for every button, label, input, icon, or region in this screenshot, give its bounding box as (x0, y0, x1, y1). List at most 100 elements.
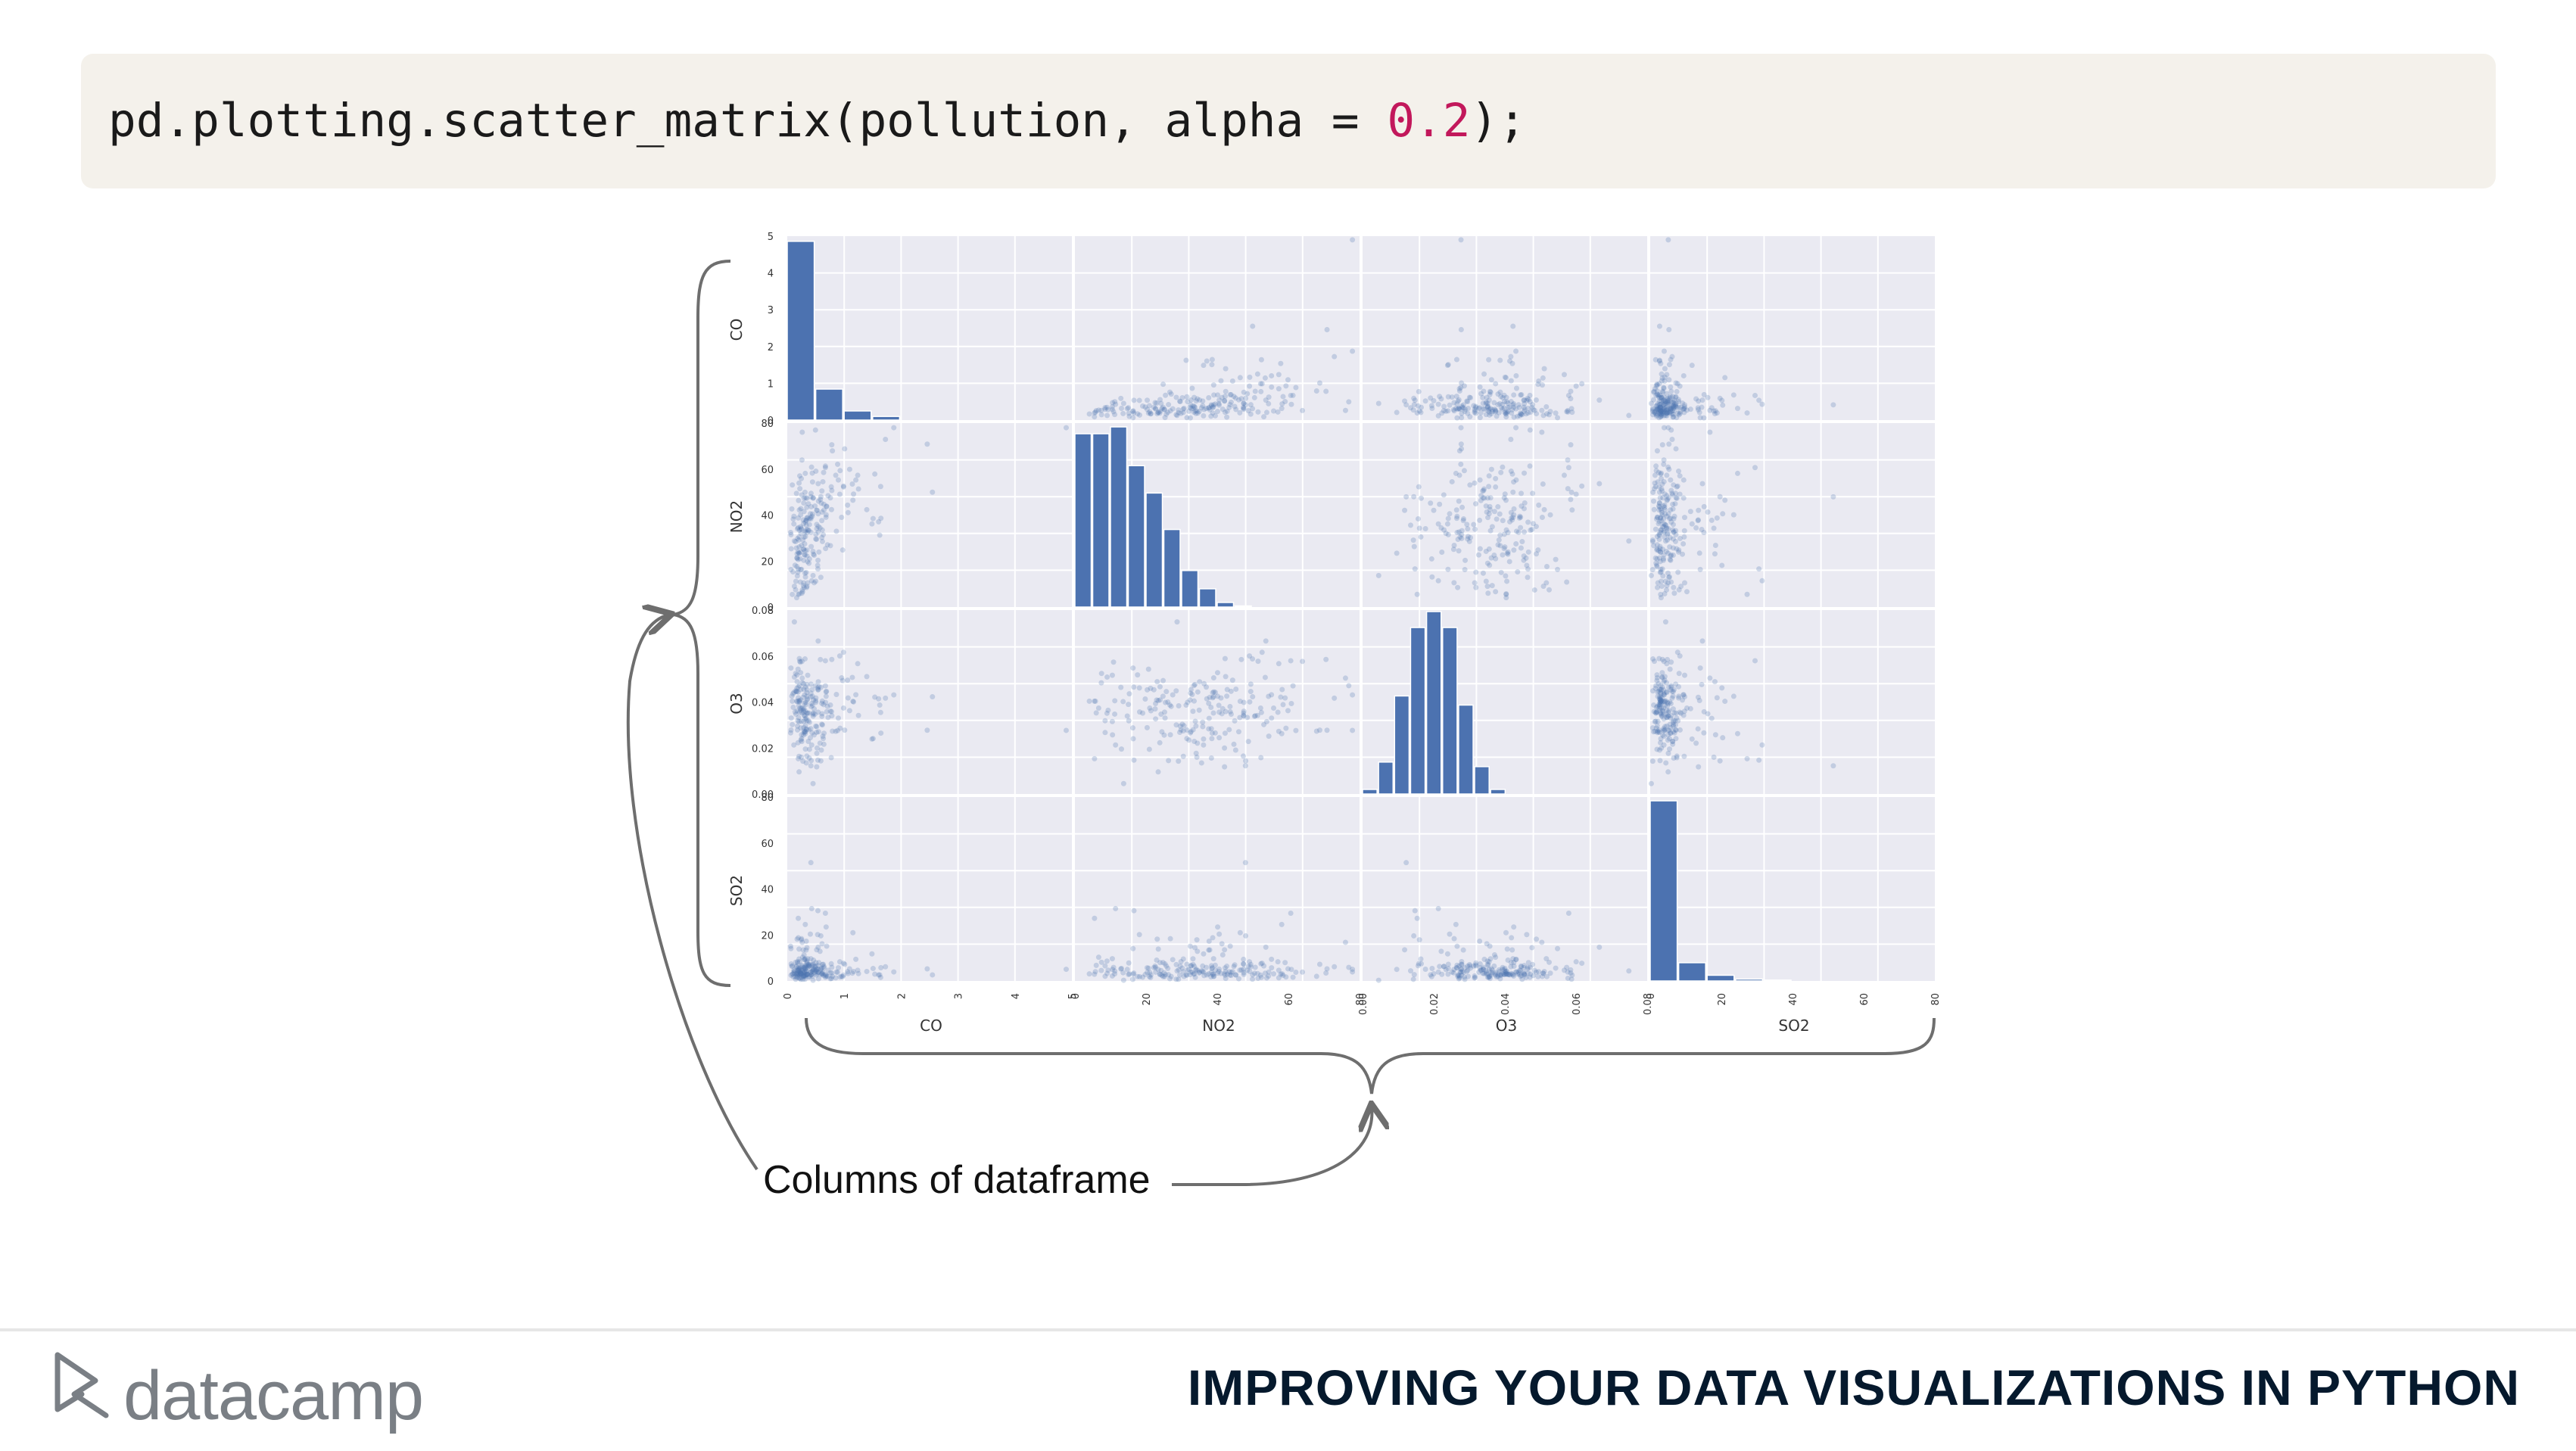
scatter-point (1670, 693, 1676, 699)
scatter-point (1696, 507, 1702, 513)
scatter-point (1656, 555, 1662, 561)
scatter-point (1462, 557, 1469, 563)
scatter-point (1503, 970, 1509, 976)
scatter-point (1675, 569, 1681, 575)
scatter-point (801, 952, 807, 958)
scatter-point (1541, 506, 1547, 512)
scatter-point (1659, 674, 1665, 680)
scatter-point (803, 726, 809, 732)
scatter-point (1497, 532, 1503, 538)
y-tick-label: 40 (761, 511, 774, 522)
scatter-point (1491, 400, 1497, 406)
scatter-point (1654, 672, 1660, 678)
scatter-point (815, 481, 821, 487)
scatter-point (1516, 515, 1522, 521)
scatter-point (1095, 407, 1101, 413)
scatter-point (1209, 362, 1215, 368)
scatter-point (1663, 711, 1669, 718)
scatter-point (1228, 392, 1234, 398)
scatter-point (804, 515, 810, 521)
x-tick-label: 0.08 (1643, 993, 1654, 1015)
scatter-point (1668, 683, 1674, 689)
scatter-point (1455, 584, 1461, 590)
scatter-point (1445, 515, 1451, 522)
scatter-point (804, 504, 810, 510)
scatter-point (1656, 696, 1662, 702)
scatter-point (1227, 708, 1233, 715)
scatter-point (1653, 705, 1659, 711)
scatter-point (1536, 969, 1542, 975)
x-tick-label: 80 (1930, 993, 1942, 1006)
scatter-point (1459, 958, 1465, 964)
scatter-point (1120, 970, 1126, 976)
histogram-bar (815, 388, 843, 421)
scatter-point (1186, 967, 1192, 973)
scatter-point (795, 960, 801, 966)
scatter-point (1488, 555, 1494, 561)
scatter-point (1673, 400, 1679, 406)
scatter-point (802, 684, 808, 690)
scatter-point (1665, 398, 1671, 404)
scatter-point (1561, 472, 1567, 478)
scatter-point (796, 591, 802, 597)
scatter-point (1241, 405, 1247, 411)
scatter-point (802, 729, 808, 735)
scatter-point (1092, 698, 1098, 704)
scatter-point (1734, 470, 1740, 476)
scatter-point (1561, 967, 1567, 973)
scatter-point (1756, 566, 1762, 572)
scatter-point (1672, 403, 1678, 409)
scatter-point (824, 708, 830, 715)
scatter-point (1504, 968, 1510, 974)
scatter-point (1720, 735, 1726, 741)
scatter-point (1232, 718, 1238, 724)
scatter-point (1126, 971, 1132, 977)
scatter-point (1461, 383, 1467, 389)
scatter-point (1711, 408, 1717, 414)
panel-background (787, 797, 1072, 981)
scatter-point (1656, 548, 1662, 554)
scatter-point (1196, 707, 1202, 713)
scatter-point (1500, 401, 1506, 407)
scatter-point (1109, 718, 1115, 724)
scatter-point (813, 531, 819, 537)
scatter-point (824, 973, 830, 979)
scatter-point (1229, 378, 1235, 384)
scatter-point (799, 954, 805, 961)
scatter-point (1488, 377, 1494, 383)
histogram-bar (1394, 695, 1410, 795)
scatter-point (821, 730, 827, 736)
scatter-point (1659, 713, 1665, 719)
scatter-point (1671, 687, 1677, 693)
scatter-point (1504, 578, 1510, 584)
scatter-point (1160, 960, 1166, 966)
scatter-point (802, 540, 808, 546)
scatter-point (1662, 404, 1668, 410)
scatter-point (822, 658, 828, 664)
scatter-point (813, 578, 819, 584)
scatter-point (1657, 697, 1663, 703)
scatter-point (1489, 406, 1495, 413)
scatter-point (1518, 392, 1524, 398)
scatter-point (1458, 461, 1464, 467)
scatter-point (1192, 681, 1198, 687)
scatter-point (1652, 472, 1658, 478)
scatter-point (1332, 964, 1338, 970)
scatter-point (1487, 970, 1494, 976)
scatter-point (1466, 961, 1472, 967)
scatter-point (845, 970, 851, 976)
scatter-point (1658, 409, 1664, 416)
scatter-point (804, 753, 810, 759)
scatter-point (798, 670, 804, 676)
scatter-point (1441, 403, 1447, 409)
scatter-point (1173, 394, 1179, 400)
scatter-point (802, 708, 808, 715)
scatter-point (1477, 477, 1483, 483)
scatter-point (1493, 408, 1499, 414)
scatter-point (1669, 490, 1675, 497)
scatter-point (818, 933, 824, 939)
scatter-point (1483, 399, 1489, 405)
scatter-point (1190, 961, 1196, 967)
scatter-point (1660, 397, 1666, 403)
scatter-point (1453, 357, 1459, 363)
